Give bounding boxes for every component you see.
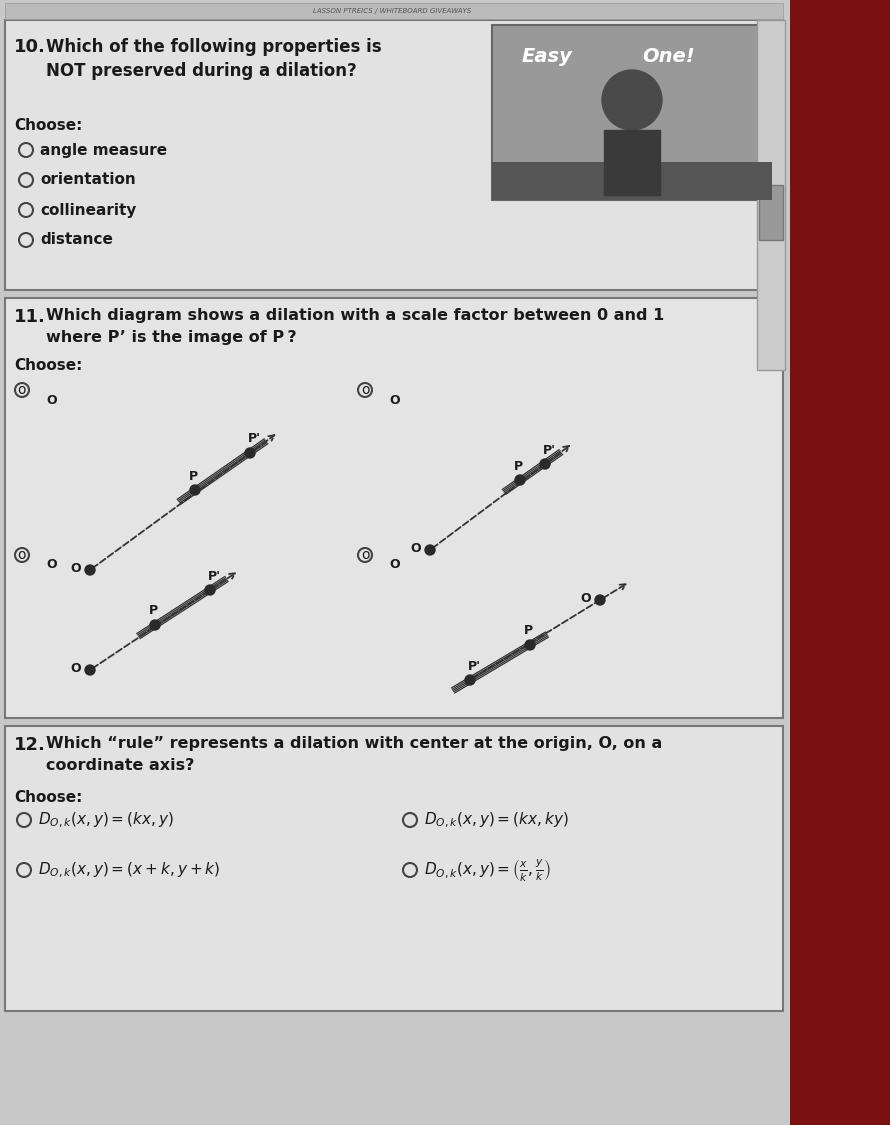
Circle shape: [205, 585, 215, 595]
Text: P: P: [523, 624, 532, 638]
Text: O: O: [580, 592, 591, 604]
Text: One!: One!: [642, 47, 694, 66]
Text: $D_{O,k}(x,y)=\left(\frac{x}{k},\frac{y}{k}\right)$: $D_{O,k}(x,y)=\left(\frac{x}{k},\frac{y}…: [424, 857, 551, 883]
Circle shape: [425, 544, 435, 555]
Text: P: P: [149, 604, 158, 618]
Text: angle measure: angle measure: [40, 143, 167, 158]
Circle shape: [515, 475, 525, 485]
Circle shape: [602, 70, 662, 130]
Text: collinearity: collinearity: [40, 202, 136, 217]
Bar: [5, 20, 783, 290]
Bar: [492, 25, 772, 200]
Text: $D_{O,k}(x,y)=(x+k,y+k)$: $D_{O,k}(x,y)=(x+k,y+k)$: [38, 861, 220, 880]
Text: O: O: [410, 541, 421, 555]
Bar: [0, 0, 790, 1125]
Text: P': P': [247, 432, 261, 446]
Text: coordinate axis?: coordinate axis?: [46, 758, 194, 773]
Text: O: O: [46, 558, 57, 572]
Text: NOT preserved during a dilation?: NOT preserved during a dilation?: [46, 62, 357, 80]
Circle shape: [595, 595, 605, 605]
Text: P': P': [542, 443, 555, 457]
Text: LASSON PTREICS / WHITEBOARD GIVEAWAYS: LASSON PTREICS / WHITEBOARD GIVEAWAYS: [313, 8, 471, 14]
Text: o: o: [18, 382, 26, 397]
Circle shape: [465, 675, 475, 685]
Text: Which diagram shows a dilation with a scale factor between 0 and 1: Which diagram shows a dilation with a sc…: [46, 308, 664, 323]
Text: where P’ is the image of P ?: where P’ is the image of P ?: [46, 330, 296, 345]
Text: P: P: [514, 459, 522, 472]
Bar: [759, 184, 783, 240]
Text: O: O: [390, 558, 400, 572]
Text: o: o: [360, 382, 369, 397]
Text: o: o: [18, 548, 26, 562]
Circle shape: [190, 485, 200, 495]
Text: Which “rule” represents a dilation with center at the origin, O, on a: Which “rule” represents a dilation with …: [46, 736, 662, 752]
Text: O: O: [46, 394, 57, 406]
Text: Easy: Easy: [522, 47, 573, 66]
Text: $D_{O,k}(x,y)=(kx,y)$: $D_{O,k}(x,y)=(kx,y)$: [38, 810, 174, 829]
Text: Choose:: Choose:: [14, 118, 83, 133]
Circle shape: [85, 665, 95, 675]
Text: P: P: [189, 469, 198, 483]
Text: distance: distance: [40, 233, 113, 248]
Bar: [757, 20, 785, 370]
Text: 12.: 12.: [14, 736, 46, 754]
Bar: [790, 0, 890, 1125]
Text: $D_{O,k}(x,y)=(kx,ky)$: $D_{O,k}(x,y)=(kx,ky)$: [424, 810, 569, 829]
Bar: [604, 130, 660, 195]
Circle shape: [85, 565, 95, 575]
Text: P': P': [467, 659, 481, 673]
Text: O: O: [70, 662, 81, 675]
Text: 11.: 11.: [14, 308, 46, 326]
Text: Choose:: Choose:: [14, 790, 83, 806]
Circle shape: [150, 620, 160, 630]
Circle shape: [540, 459, 550, 469]
Bar: [492, 162, 772, 200]
Bar: [5, 726, 783, 1011]
Text: P': P': [207, 569, 221, 583]
Bar: [5, 298, 783, 718]
Text: 10.: 10.: [14, 38, 46, 56]
Circle shape: [525, 640, 535, 650]
Circle shape: [245, 448, 255, 458]
Bar: [5, 3, 783, 19]
Text: O: O: [70, 561, 81, 575]
Text: Which of the following properties is: Which of the following properties is: [46, 38, 382, 56]
Text: O: O: [390, 394, 400, 406]
Text: o: o: [360, 548, 369, 562]
Text: Choose:: Choose:: [14, 358, 83, 374]
Text: orientation: orientation: [40, 172, 136, 188]
